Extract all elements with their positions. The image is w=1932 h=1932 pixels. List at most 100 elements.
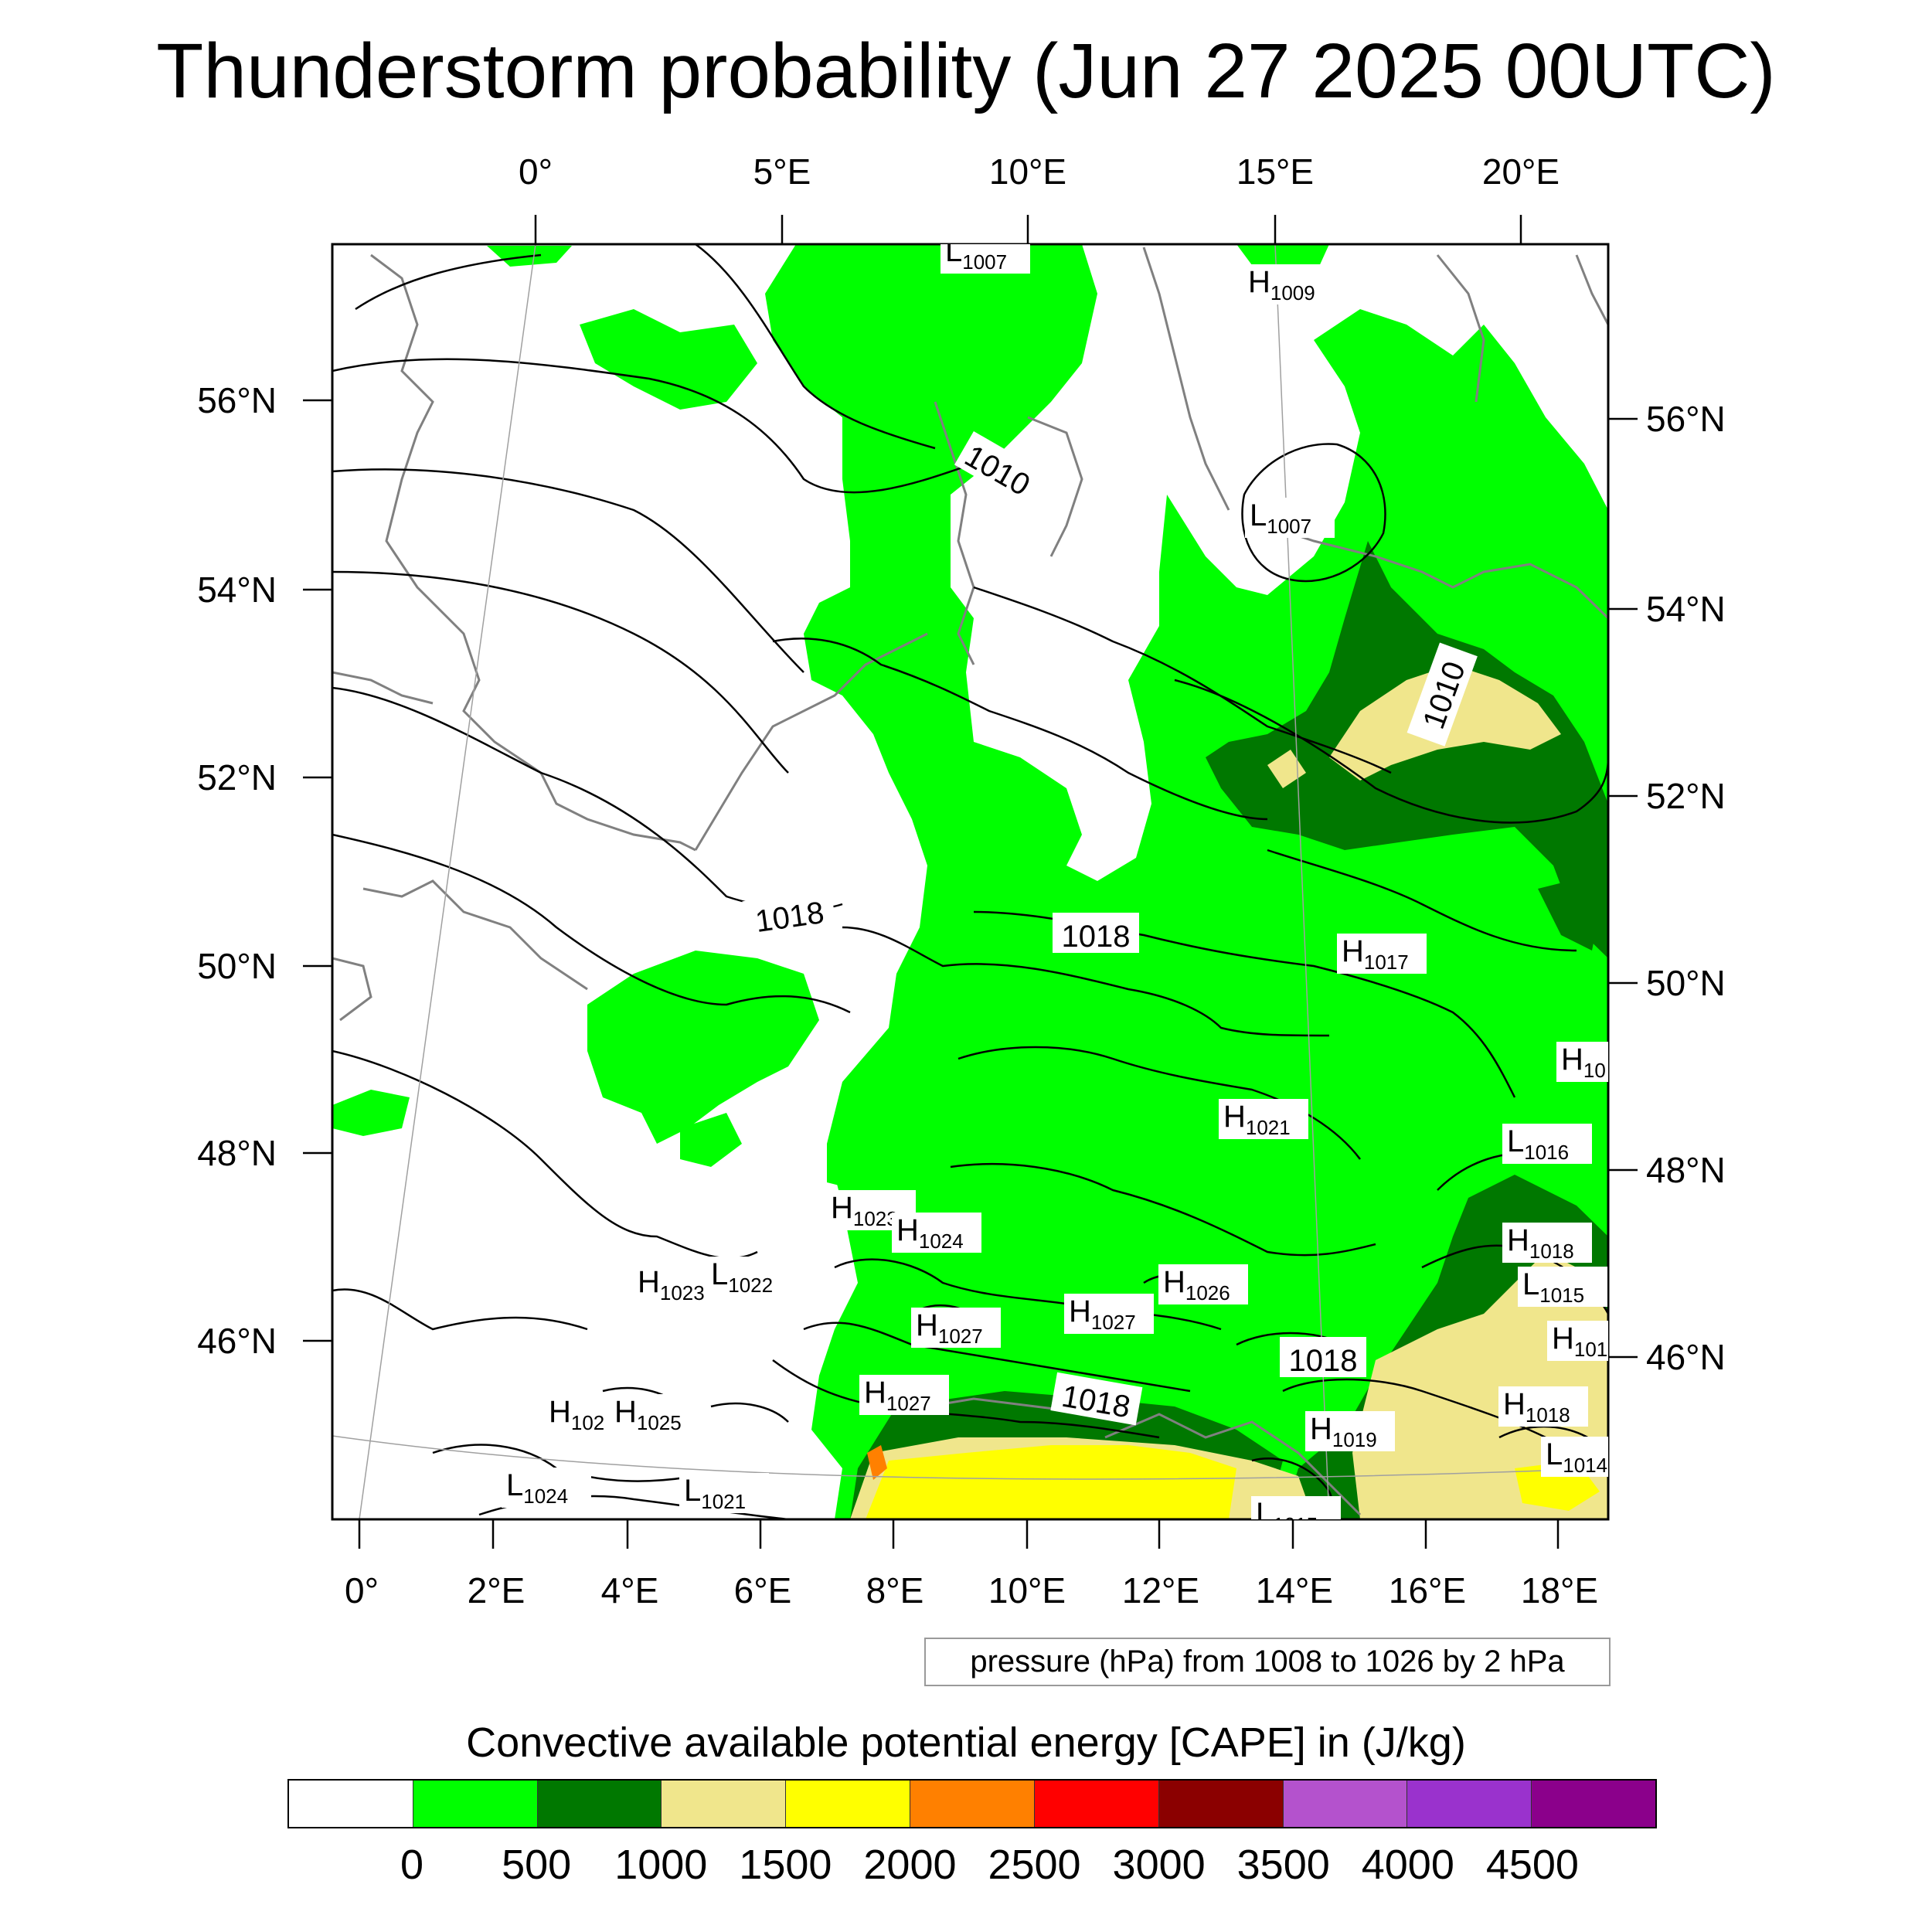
right-lat-label: 52°N: [1646, 776, 1726, 816]
pressure-center-label: L1024: [506, 1468, 568, 1508]
pressure-center: H1025: [610, 1394, 699, 1434]
pressure-center: H1026: [1158, 1264, 1248, 1304]
pressure-center: H10: [1556, 1042, 1608, 1082]
pressure-center-label: L1007: [1250, 498, 1311, 538]
isobar-label: 1018: [1289, 1344, 1358, 1378]
left-lat-label: 52°N: [197, 757, 277, 798]
pressure-center: H1009: [1243, 264, 1333, 304]
pressure-center: H102: [544, 1394, 619, 1434]
pressure-center-label: H1018: [1507, 1223, 1574, 1263]
top-lon-label: 0°: [519, 151, 553, 192]
left-lat-label: 56°N: [197, 380, 277, 420]
bottom-axis-labels: 0° 2°E 4°E 6°E 8°E 10°E 12°E 14°E 16°E 1…: [345, 1570, 1598, 1611]
pressure-center: H1018: [1502, 1223, 1592, 1263]
pressure-center: H1023: [633, 1264, 723, 1304]
map-title: Thunderstorm probability (Jun 27 2025 00…: [156, 28, 1776, 114]
colorbar-swatch: [910, 1781, 1035, 1827]
isobar-label: 1018: [1062, 920, 1131, 954]
bottom-lon-label: 4°E: [601, 1570, 659, 1611]
colorbar-tick-label: 2000: [863, 1842, 957, 1888]
pressure-center: H1024: [892, 1213, 981, 1253]
pressure-center-label: H1027: [864, 1376, 931, 1415]
colorbar-tick-label: 4500: [1485, 1842, 1579, 1888]
bottom-lon-label: 0°: [345, 1570, 379, 1611]
top-lon-label: 15°E: [1236, 151, 1314, 192]
colorbar-tick-label: 4000: [1361, 1842, 1454, 1888]
pressure-center: L1014: [1541, 1437, 1608, 1477]
cape-2000-2500-region: [867, 1445, 887, 1480]
pressure-center-label: H1026: [1163, 1265, 1230, 1304]
colorbar-title: Convective available potential energy [C…: [466, 1719, 1466, 1766]
pressure-center-label: L1015: [1256, 1497, 1318, 1536]
pressure-center-label: H102: [549, 1395, 604, 1434]
pressure-center-label: H10: [1561, 1043, 1606, 1082]
colorbar-swatch: [1532, 1781, 1655, 1827]
pressure-center-label: H1018: [1503, 1387, 1570, 1427]
colorbar-swatch: [786, 1781, 911, 1827]
pressure-center-label: L1021: [684, 1474, 746, 1513]
pressure-center-label: H1019: [1310, 1412, 1377, 1451]
right-lat-label: 46°N: [1646, 1337, 1726, 1377]
pressure-center-label: H1027: [1069, 1294, 1136, 1334]
isobar-labels: 1010 1010 1018 1018 1018 1018: [742, 431, 1478, 1426]
bottom-lon-label: 2°E: [468, 1570, 526, 1611]
left-axis-labels: 56°N 54°N 52°N 50°N 48°N 46°N: [197, 380, 277, 1361]
pressure-center: H1027: [859, 1375, 949, 1415]
colorbar-swatch: [1034, 1781, 1159, 1827]
top-lon-label: 5°E: [753, 151, 811, 192]
colorbar-tick-label: 2500: [988, 1842, 1081, 1888]
bottom-lon-label: 18°E: [1521, 1570, 1598, 1611]
top-lon-label: 10°E: [989, 151, 1066, 192]
colorbar-tick-label: 3000: [1112, 1842, 1206, 1888]
pressure-center-label: H101: [1552, 1321, 1607, 1361]
top-axis-labels: 0° 5°E 10°E 15°E 20°E: [519, 151, 1560, 192]
pressure-center: L1007: [940, 244, 1030, 274]
colorbar-swatch: [1283, 1781, 1408, 1827]
colorbar-tick-label: 1500: [739, 1842, 832, 1888]
bottom-lon-label: 14°E: [1256, 1570, 1333, 1611]
pressure-center-label: H1009: [1248, 265, 1315, 304]
bottom-lon-label: 16°E: [1389, 1570, 1466, 1611]
bottom-lon-label: 6°E: [734, 1570, 792, 1611]
right-lat-label: 56°N: [1646, 399, 1726, 439]
right-lat-label: 54°N: [1646, 589, 1726, 629]
pressure-center: L1007: [1245, 498, 1335, 538]
colorbar-tick-label: 1000: [614, 1842, 708, 1888]
right-lat-label: 48°N: [1646, 1150, 1726, 1190]
pressure-center: L1024: [502, 1468, 591, 1508]
pressure-center: H1018: [1498, 1386, 1588, 1427]
pressure-note: pressure (hPa) from 1008 to 1026 by 2 hP…: [924, 1638, 1611, 1686]
pressure-center-label: H1027: [916, 1308, 983, 1348]
pressure-center: L1022: [706, 1257, 796, 1297]
pressure-center: L1016: [1502, 1124, 1592, 1164]
pressure-center-label: H1023: [638, 1265, 705, 1304]
colorbar-swatch: [1407, 1781, 1532, 1827]
pressure-center: L1021: [679, 1473, 769, 1513]
pressure-center: L1015: [1251, 1496, 1341, 1536]
pressure-center: H1017: [1337, 934, 1427, 974]
colorbar-swatch: [662, 1781, 787, 1827]
graticule: [332, 244, 1608, 1519]
pressure-center-label: L1014: [1546, 1437, 1607, 1477]
colorbar-tick-label: 500: [502, 1842, 572, 1888]
top-lon-label: 20°E: [1482, 151, 1560, 192]
colorbar-swatch: [537, 1781, 662, 1827]
pressure-center: L1015: [1518, 1267, 1607, 1307]
colorbar-tick-label: 3500: [1236, 1842, 1330, 1888]
pressure-center-label: H1025: [614, 1395, 682, 1434]
bottom-lon-label: 12°E: [1122, 1570, 1199, 1611]
pressure-center-label: H1024: [896, 1213, 964, 1253]
pressure-centers: L1007 H1009 L1007 H1017 H10 H1021 L1016 H1023 H1…: [502, 244, 1608, 1536]
colorbar-swatch: [413, 1781, 538, 1827]
coastlines: [332, 247, 1608, 1516]
left-lat-label: 54°N: [197, 570, 277, 610]
pressure-center: H101: [1547, 1321, 1608, 1361]
left-lat-label: 48°N: [197, 1133, 277, 1173]
pressure-center-label: L1016: [1507, 1124, 1569, 1164]
pressure-center-label: H1017: [1342, 934, 1409, 974]
pressure-center-label: H1021: [1223, 1100, 1291, 1139]
left-lat-label: 50°N: [197, 946, 277, 986]
pressure-center: H1019: [1305, 1411, 1395, 1451]
pressure-center: H1021: [1219, 1099, 1308, 1139]
